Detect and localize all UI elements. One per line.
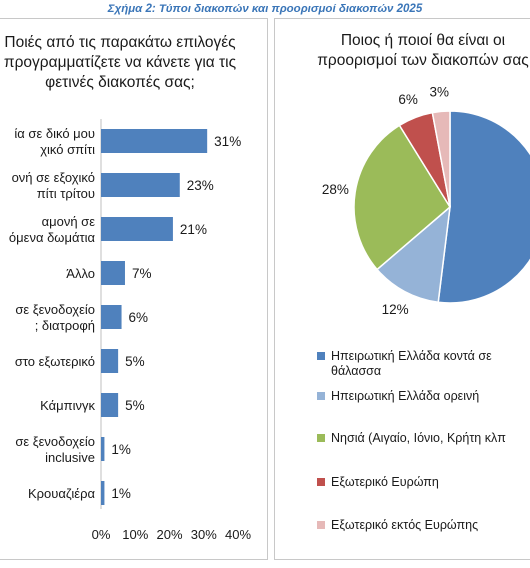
legend-item: Εξωτερικό Ευρώπη: [317, 475, 530, 490]
bar: [101, 173, 180, 197]
pie-chart-panel: Ποιος ή ποιοί θα είναι οι προορισμοί των…: [274, 18, 530, 560]
legend-item: Νησιά (Αιγαίο, Ιόνιο, Κρήτη κλπ: [317, 431, 530, 446]
legend-label: θάλασσα: [331, 364, 382, 378]
pie-slice: [431, 110, 451, 208]
legend-swatch: [317, 352, 325, 360]
legend-label: Ηπειρωτική Ελλάδα κοντά σε: [331, 349, 492, 363]
pie-data-label: 6%: [398, 92, 418, 107]
bar-category-label: Άλλο: [66, 266, 95, 281]
figure-caption: Σχήμα 2: Τύποι διακοπών και προορισμοί δ…: [107, 3, 423, 15]
pie-slice: [437, 110, 530, 304]
pie-slice: [376, 205, 451, 304]
bar-data-label: 23%: [187, 178, 214, 193]
bar-category-label: χικό σπίτι: [40, 142, 95, 157]
bar-category-label: σε ξενοδοχείο: [15, 302, 95, 317]
bar-category-label: Κρουαζιέρα: [28, 486, 95, 501]
pie-data-label: 3%: [430, 84, 450, 99]
bar-data-label: 7%: [132, 266, 152, 281]
bar: [101, 261, 125, 285]
x-tick-label: 40%: [225, 527, 251, 542]
legend-label: Εξωτερικό εκτός Ευρώπης: [331, 518, 479, 532]
bar-chart-title: Ποιές από τις παρακάτω επιλογές προγραμμ…: [3, 34, 237, 91]
x-tick-label: 10%: [122, 527, 148, 542]
legend-label: Ηπειρωτική Ελλάδα ορεινή: [331, 389, 480, 403]
bar-category-label: Κάμπινγκ: [40, 398, 95, 413]
bar-data-label: 1%: [111, 486, 131, 501]
bar: [101, 481, 105, 505]
pie-chart: 12% 28% 6% 3%: [322, 84, 530, 317]
bar-category-label: στο εξωτερικό: [15, 354, 95, 369]
bar-data-label: 6%: [129, 310, 149, 325]
bar-category-label: σε ξενοδοχείο: [15, 434, 95, 449]
x-tick-label: 30%: [191, 527, 217, 542]
pie-data-label: 12%: [382, 302, 409, 317]
bar-data-label: 31%: [214, 134, 241, 149]
bar-category-label: αμονή σε: [42, 214, 96, 229]
bar-category-label: ονή σε εξοχικό: [12, 170, 95, 185]
bar: [101, 437, 105, 461]
legend-item: Εξωτερικό εκτός Ευρώπης: [317, 518, 530, 533]
legend-item: Ηπειρωτική Ελλάδα κοντά σε θάλασσα: [317, 349, 530, 379]
bar-category-label: ; διατροφή: [35, 318, 95, 333]
legend-swatch: [317, 392, 325, 400]
bar-data-label: 5%: [125, 398, 145, 413]
x-tick-label: 0%: [92, 527, 111, 542]
legend-item: Ηπειρωτική Ελλάδα ορεινή: [317, 389, 530, 404]
bar-category-label: ία σε δικό μου: [14, 126, 95, 141]
pie-chart-title: Ποιος ή ποιοί θα είναι οι προορισμοί των…: [317, 32, 529, 69]
bar: [101, 129, 208, 153]
legend-swatch: [317, 434, 325, 442]
bar-category-label: inclusive: [45, 450, 95, 465]
x-tick-label: 20%: [156, 527, 182, 542]
bar-data-label: 1%: [111, 442, 131, 457]
bar: [101, 305, 122, 329]
bar: [101, 393, 119, 417]
legend-swatch: [317, 478, 325, 486]
pie-slice: [353, 124, 451, 271]
bar-data-label: 5%: [125, 354, 145, 369]
bar-category-label: πίτι τρίτου: [37, 186, 95, 201]
pie-data-label: 28%: [322, 182, 349, 197]
bar: [101, 217, 173, 241]
legend-swatch: [317, 521, 325, 529]
bar: [101, 349, 119, 373]
legend-label: Εξωτερικό Ευρώπη: [331, 475, 439, 489]
legend-label: Νησιά (Αιγαίο, Ιόνιο, Κρήτη κλπ: [331, 431, 506, 445]
bar-chart-panel: Ποιές από τις παρακάτω επιλογές προγραμμ…: [0, 18, 268, 560]
bar-data-label: 21%: [180, 222, 207, 237]
bar-category-label: όμενα δωμάτια: [9, 230, 96, 245]
